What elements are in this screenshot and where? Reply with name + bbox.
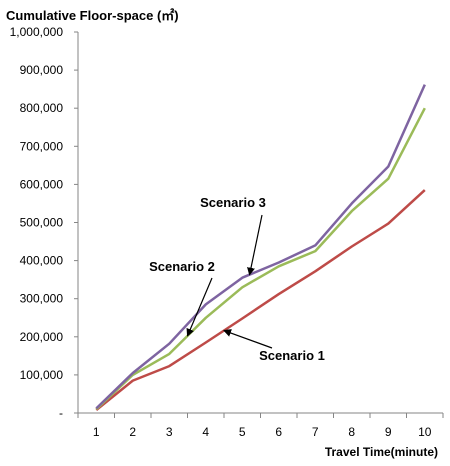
- y-tick-label: 600,000: [20, 177, 64, 191]
- x-tick-label: 8: [348, 425, 355, 439]
- y-axis-ticks: - 100,000 200,000 300,000 400,000 500,000 600,…: [10, 25, 78, 420]
- series-lines: [95, 84, 426, 411]
- x-tick-label: 10: [418, 425, 432, 439]
- annotation-label: Scenario 2: [149, 259, 215, 274]
- annotation-arrow: [247, 214, 263, 276]
- y-tick-label: 300,000: [20, 292, 64, 306]
- x-tick-label: 9: [385, 425, 392, 439]
- y-tick-label: 100,000: [20, 368, 64, 382]
- annotation-label: Scenario 3: [200, 195, 266, 210]
- annotation-arrow: [223, 329, 273, 349]
- y-tick-label: -: [59, 406, 63, 420]
- y-tick-label: 1,000,000: [10, 25, 64, 39]
- y-tick-label: 400,000: [20, 254, 64, 268]
- chart-title: Cumulative Floor-space (㎡): [6, 8, 179, 23]
- x-axis-label: Travel Time(minute): [325, 445, 438, 459]
- x-tick-label: 4: [202, 425, 209, 439]
- x-axis-ticks: 1 2 3 4 5 6 7 8 9 10: [77, 413, 444, 439]
- x-tick-label: 2: [129, 425, 136, 439]
- annotations: Scenario 3 Scenario 2 Scenario 1: [149, 195, 325, 363]
- annotation-arrow: [186, 277, 213, 337]
- annotation-label: Scenario 1: [259, 348, 325, 363]
- y-tick-label: 500,000: [20, 216, 64, 230]
- x-tick-label: 6: [275, 425, 282, 439]
- y-tick-label: 200,000: [20, 330, 64, 344]
- y-tick-label: 700,000: [20, 139, 64, 153]
- series-line-scenario-3: [95, 84, 426, 410]
- y-tick-label: 800,000: [20, 101, 64, 115]
- series-line-scenario-2: [95, 107, 426, 411]
- series-line-scenario-1: [95, 189, 426, 411]
- x-tick-label: 1: [93, 425, 100, 439]
- x-tick-label: 3: [166, 425, 173, 439]
- x-tick-label: 7: [312, 425, 319, 439]
- x-tick-label: 5: [239, 425, 246, 439]
- y-tick-label: 900,000: [20, 63, 64, 77]
